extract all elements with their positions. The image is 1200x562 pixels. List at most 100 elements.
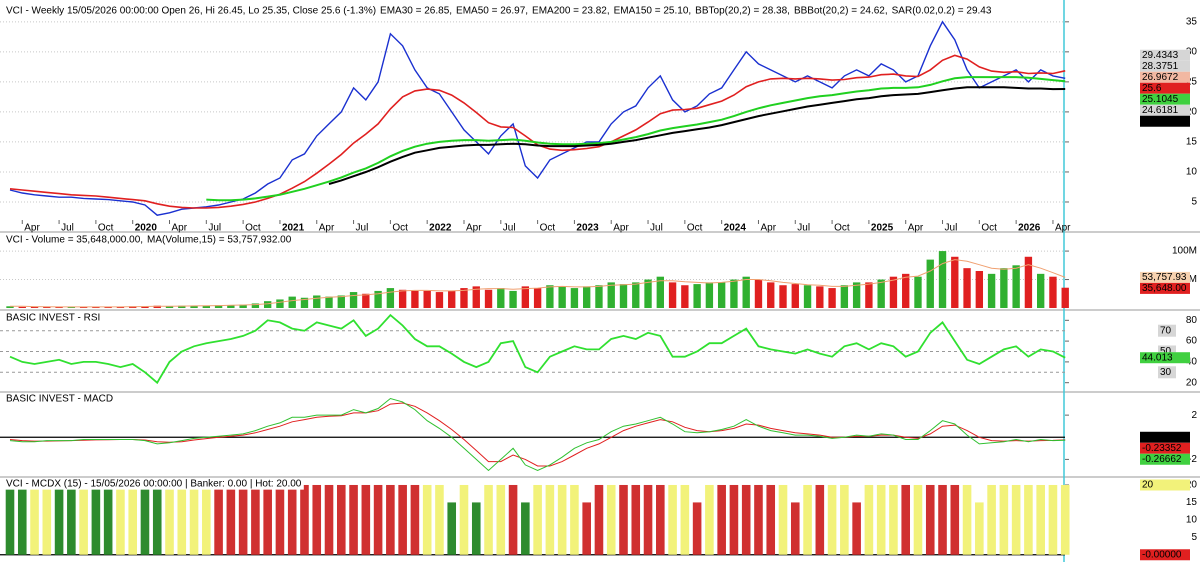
volume-bar [877,279,885,308]
mcdx-bar [251,484,260,555]
y-tick-label: 10 [1186,515,1198,526]
mcdx-bar [361,484,371,555]
header-text: BBBot(20,2) = 24.62, [794,6,888,17]
y-tick-label: 2 [1191,410,1197,421]
volume-bar [803,285,812,308]
mcdx-bar [1011,484,1021,555]
x-tick-label: Oct [687,223,703,234]
volume-bar [644,279,652,308]
last-value-box [1140,479,1190,491]
mcdx-bar [741,484,751,555]
volume-bar [546,285,554,308]
mcdx-bar [336,484,346,555]
mcdx-bar [754,484,763,555]
mcdx-bar [435,484,444,555]
volume-bar [79,306,88,308]
volume-bar [55,306,63,308]
volume-bar [619,284,628,308]
y-tick-label: 60 [1186,336,1198,347]
volume-bar [300,297,309,308]
mcdx-bar [913,484,923,555]
y-tick-label: 30 [1186,46,1198,57]
y-tick-label: 80 [1186,315,1198,326]
volume-bar [521,286,530,308]
mcdx-bar [962,484,972,555]
volume-bar [730,279,738,308]
mcdx-bar [1036,484,1045,555]
volume-bar [6,306,14,308]
mcdx-bar [889,484,898,555]
y-tick-label: 35 [1186,16,1198,27]
mcdx-bar [1060,484,1070,555]
mcdx-bar [901,484,911,555]
last-value-box [1140,431,1190,443]
last-value-label: 26.9672 [1142,72,1179,83]
last-value-label: 53,757.93 [1142,272,1187,283]
x-tick-label: Oct [98,223,114,234]
header-text: EMA30 = 26.85, [380,6,452,17]
y-tick-label: 100M [1172,246,1197,257]
mcdx-bar [606,484,616,555]
volume-bar [865,282,873,308]
x-tick-label: Apr [760,223,776,234]
last-value-box [1140,60,1190,72]
mcdx-bar [91,484,101,555]
mcdx-bar [864,484,874,555]
mcdx-bar [54,484,64,555]
last-value-label: -0.00000 [1142,549,1182,560]
volume-bar [902,273,910,308]
last-value-box [1140,82,1190,94]
volume-bar [30,306,39,308]
volume-bar [116,306,125,308]
volume-bar [742,276,750,308]
panel-header: VCI - Weekly 15/05/2026 00:00:00 Open 26… [6,6,992,17]
mcdx-bar [950,484,960,555]
x-tick-label: 2023 [576,223,599,234]
mcdx-bar [67,484,76,555]
y-tick-label: 5 [1191,532,1197,543]
series-line [9,20,1066,216]
mcdx-bar [324,484,334,555]
mcdx-bar [312,484,322,555]
volume-bar [852,282,861,308]
mcdx-bar [484,484,493,555]
volume-bar [509,290,517,308]
mcdx-bar [729,484,739,555]
mcdx-bar [925,484,935,555]
volume-bar [153,305,161,308]
panel: 20 40 60 80 30 50 70 44.013 BASIC INVEST - RSI [0,312,1198,388]
volume-bar [472,286,480,308]
panel: 5 10 15 20 20 -0.00000 VCI - MCDX (15) - 15/05… [0,478,1198,560]
volume-bar [1000,268,1008,308]
mcdx-bar [594,484,604,555]
volume-bar [975,271,984,308]
mcdx-bar [803,484,812,555]
series-line [206,76,1066,202]
mcdx-bar [656,484,665,555]
series-line [10,259,1066,308]
panel: -2 2 0.00000-0.23352-0.26662 BASIC INVEST -… [0,393,1197,472]
y-tick-label: 20 [1186,377,1198,388]
x-tick-label: Oct [540,223,556,234]
last-value-box [1140,442,1190,454]
y-tick-label: 25 [1186,77,1198,88]
volume-bar [767,282,775,308]
mcdx-bar [103,484,113,555]
volume-bar [165,306,174,308]
panel-header: VCI - Volume = 35,648,000.00, MA(Volume,1… [6,235,292,246]
mcdx-bar [521,502,530,555]
volume-bar [914,276,922,308]
y-tick-label: 15 [1186,497,1198,508]
volume-bar [926,259,934,308]
volume-bar [67,306,76,308]
mcdx-bar [582,502,591,555]
last-value-label: 20 [1142,480,1154,491]
last-value-label: -0.26662 [1142,454,1182,465]
mcdx-bar [263,484,272,555]
volume-bar [717,282,726,308]
volume-bar [92,306,100,308]
x-tick-label: Oct [981,223,997,234]
volume-bar [791,284,799,308]
y-tick-label: 20 [1186,107,1198,118]
